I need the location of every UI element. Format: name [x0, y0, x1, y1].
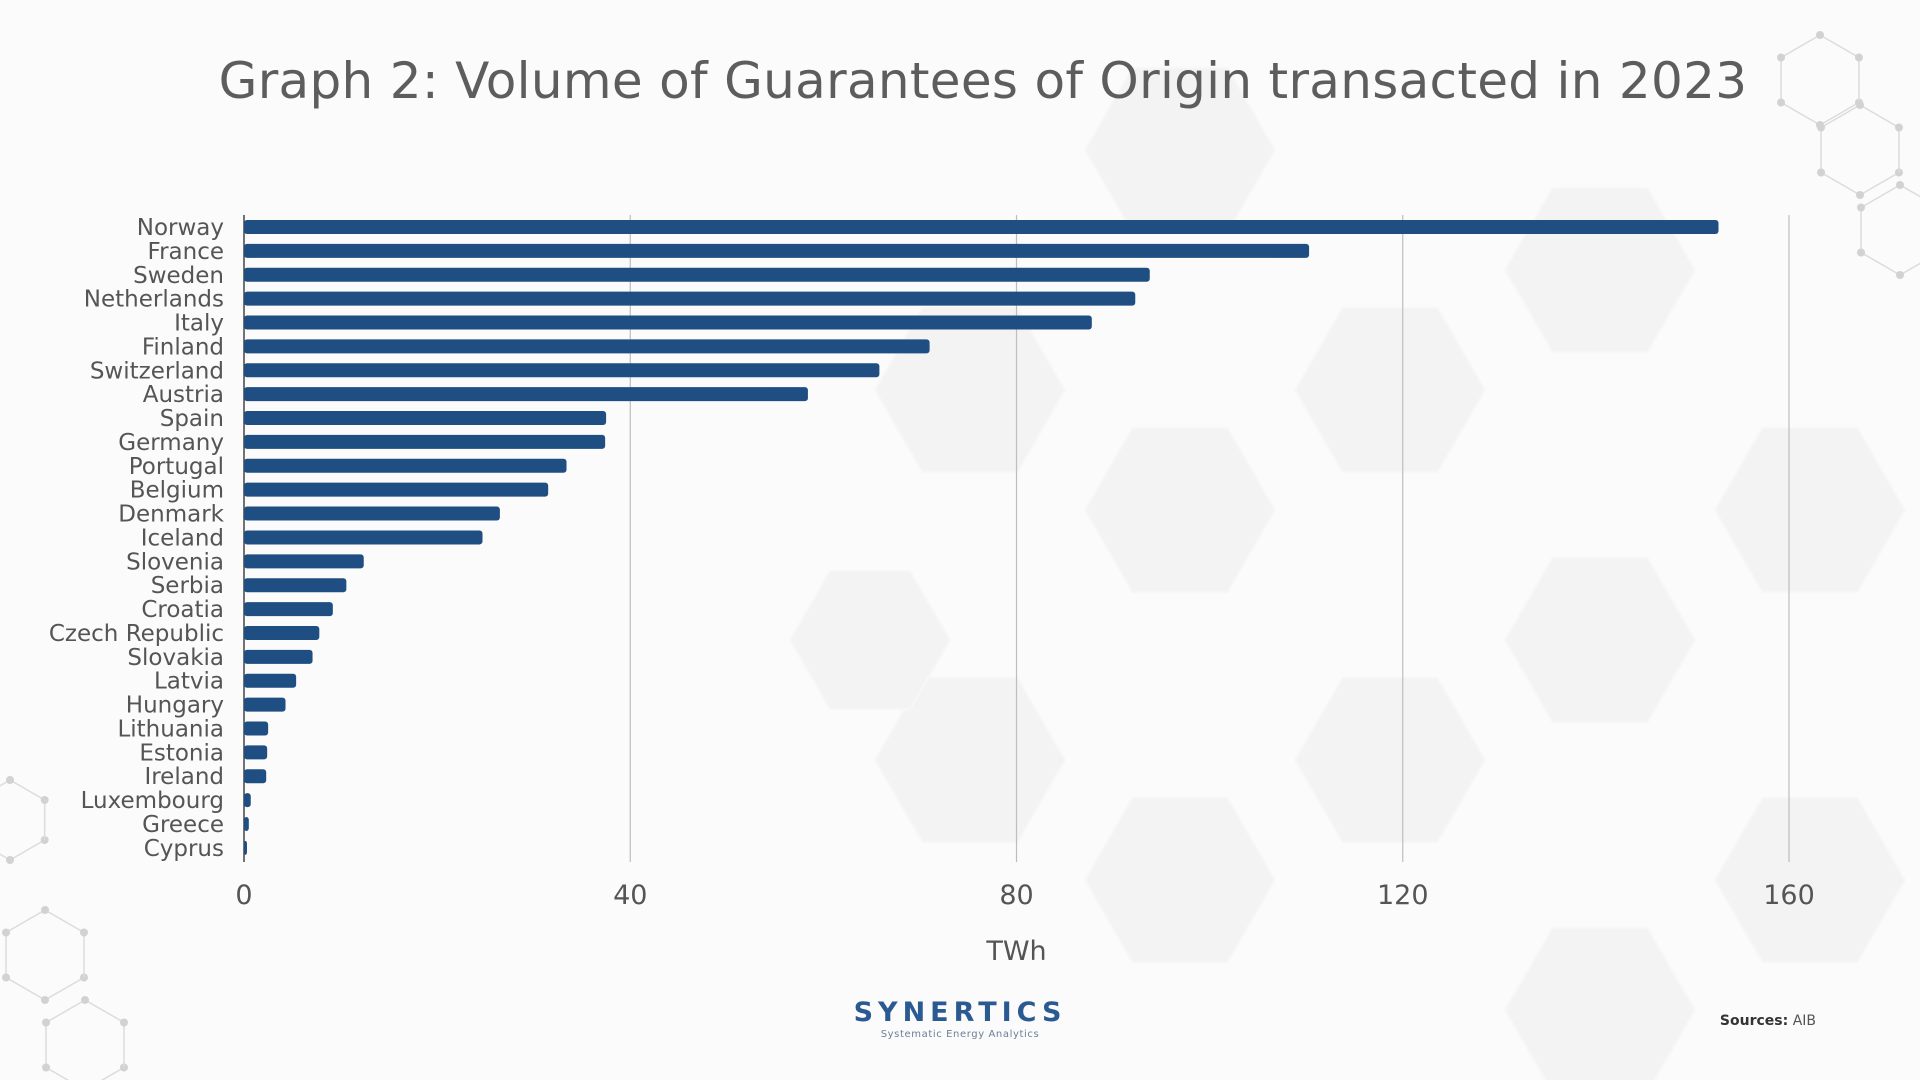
source-label: Sources: — [1719, 1013, 1789, 1029]
category-label: Italy — [174, 311, 224, 337]
category-label: Latvia — [154, 669, 224, 695]
category-label: Lithuania — [117, 716, 224, 742]
chart-title: Graph 2: Volume of Guarantees of Origin … — [218, 52, 1748, 110]
source-value: AIB — [1792, 1013, 1816, 1029]
bar-croatia — [244, 602, 333, 617]
category-label: Germany — [118, 430, 224, 456]
bar-iceland — [244, 530, 483, 545]
bar-sweden — [244, 267, 1150, 282]
category-label: Greece — [142, 812, 224, 838]
category-label: Spain — [160, 406, 224, 432]
synertics-logo: SYNERTICS Systematic Energy Analytics — [845, 997, 1075, 1041]
category-label: Ireland — [144, 764, 224, 790]
bar-netherlands — [244, 291, 1136, 306]
bar-czech-republic — [244, 625, 320, 640]
category-label: France — [148, 239, 224, 265]
bar-germany — [244, 434, 606, 449]
bar-hungary — [244, 697, 286, 712]
bar-spain — [244, 411, 607, 426]
bar-latvia — [244, 673, 297, 688]
category-label: Cyprus — [144, 836, 224, 862]
bar-greece — [244, 817, 249, 831]
category-label: Czech Republic — [49, 621, 224, 647]
x-tick-label: 0 — [235, 880, 252, 911]
bar-luxembourg — [244, 793, 251, 808]
category-label: Belgium — [130, 478, 224, 504]
x-tick-label: 80 — [999, 880, 1033, 911]
category-label: Denmark — [118, 502, 224, 528]
category-label: Hungary — [126, 693, 224, 719]
source-note: Sources: AIB — [1720, 1013, 1816, 1029]
logo-name: SYNERTICS — [853, 997, 1067, 1028]
category-label: Croatia — [141, 597, 224, 623]
bar-austria — [244, 387, 808, 402]
bar-norway — [244, 220, 1719, 234]
category-label: Slovenia — [126, 549, 224, 575]
x-tick-label: 40 — [613, 880, 647, 911]
bar-italy — [244, 315, 1092, 330]
bar-slovenia — [244, 554, 364, 569]
category-label: Finland — [142, 334, 224, 360]
category-label: Switzerland — [90, 358, 224, 384]
category-label: Sweden — [133, 263, 224, 289]
bar-switzerland — [244, 363, 880, 378]
x-axis-label: TWh — [985, 936, 1046, 967]
x-tick-label: 160 — [1763, 880, 1815, 911]
bar-ireland — [244, 769, 267, 784]
bar-lithuania — [244, 721, 269, 736]
category-label: Portugal — [129, 454, 224, 480]
category-label: Norway — [137, 215, 224, 241]
bar-belgium — [244, 482, 549, 497]
category-label: Luxembourg — [81, 788, 224, 814]
category-label: Slovakia — [127, 645, 224, 671]
x-tick-label: 120 — [1377, 880, 1429, 911]
logo-tagline: Systematic Energy Analytics — [880, 1029, 1040, 1040]
bar-finland — [244, 339, 930, 354]
bar-slovakia — [244, 649, 313, 664]
bar-denmark — [244, 506, 500, 521]
bar-serbia — [244, 578, 347, 593]
bar-portugal — [244, 458, 567, 473]
bar-france — [244, 243, 1310, 258]
category-label: Estonia — [139, 740, 224, 766]
category-label: Iceland — [141, 525, 224, 551]
category-label: Netherlands — [84, 287, 224, 313]
bar-cyprus — [244, 840, 247, 855]
category-label: Serbia — [151, 573, 224, 599]
bar-estonia — [244, 745, 268, 760]
category-label: Austria — [143, 382, 224, 408]
